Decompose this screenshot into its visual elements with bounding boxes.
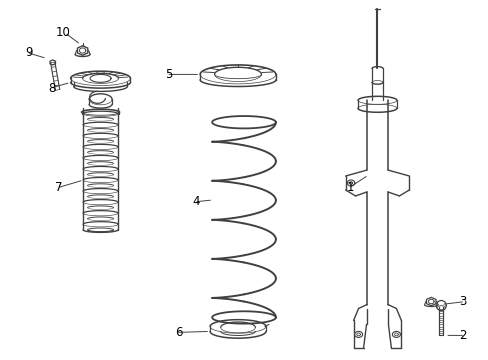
Text: 7: 7 — [55, 181, 62, 194]
Text: 5: 5 — [164, 68, 172, 81]
Text: 3: 3 — [458, 295, 466, 308]
Text: 6: 6 — [174, 326, 182, 339]
Text: 4: 4 — [192, 195, 200, 208]
Text: 8: 8 — [48, 82, 56, 95]
Text: 10: 10 — [56, 26, 71, 39]
Text: 9: 9 — [25, 46, 33, 59]
Text: 2: 2 — [458, 329, 466, 342]
Text: 1: 1 — [346, 181, 354, 194]
